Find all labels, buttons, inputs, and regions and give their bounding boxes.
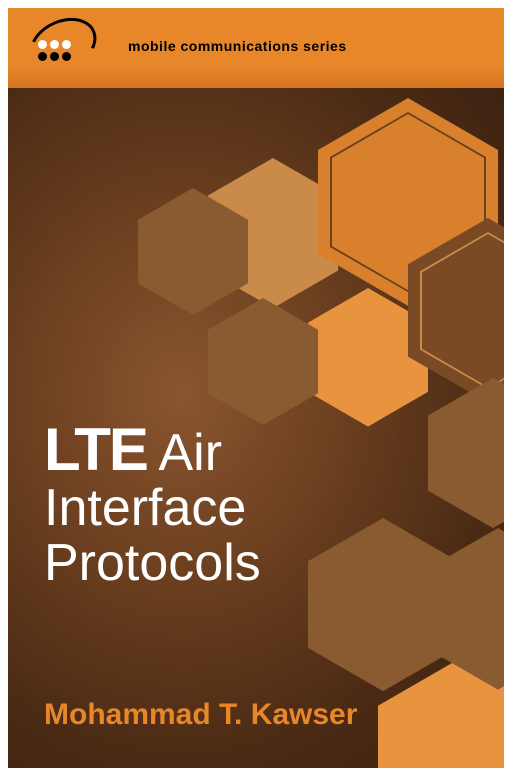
title-brand: LTE [44, 418, 147, 481]
top-band: mobile communications series [8, 8, 504, 88]
title-word-1: Air [158, 424, 222, 482]
author-name: Mohammad T. Kawser [44, 698, 357, 732]
title-word-3: Protocols [44, 536, 261, 591]
series-label: mobile communications series [128, 38, 347, 54]
hexagon-icon [208, 298, 318, 425]
book-title: LTE Air Interface Protocols [44, 418, 261, 590]
book-cover: mobile communications series LTE Air Int… [8, 8, 504, 768]
title-word-2: Interface [44, 481, 261, 536]
hexagon-icon [428, 378, 504, 528]
dot-grid-icon [38, 40, 72, 62]
